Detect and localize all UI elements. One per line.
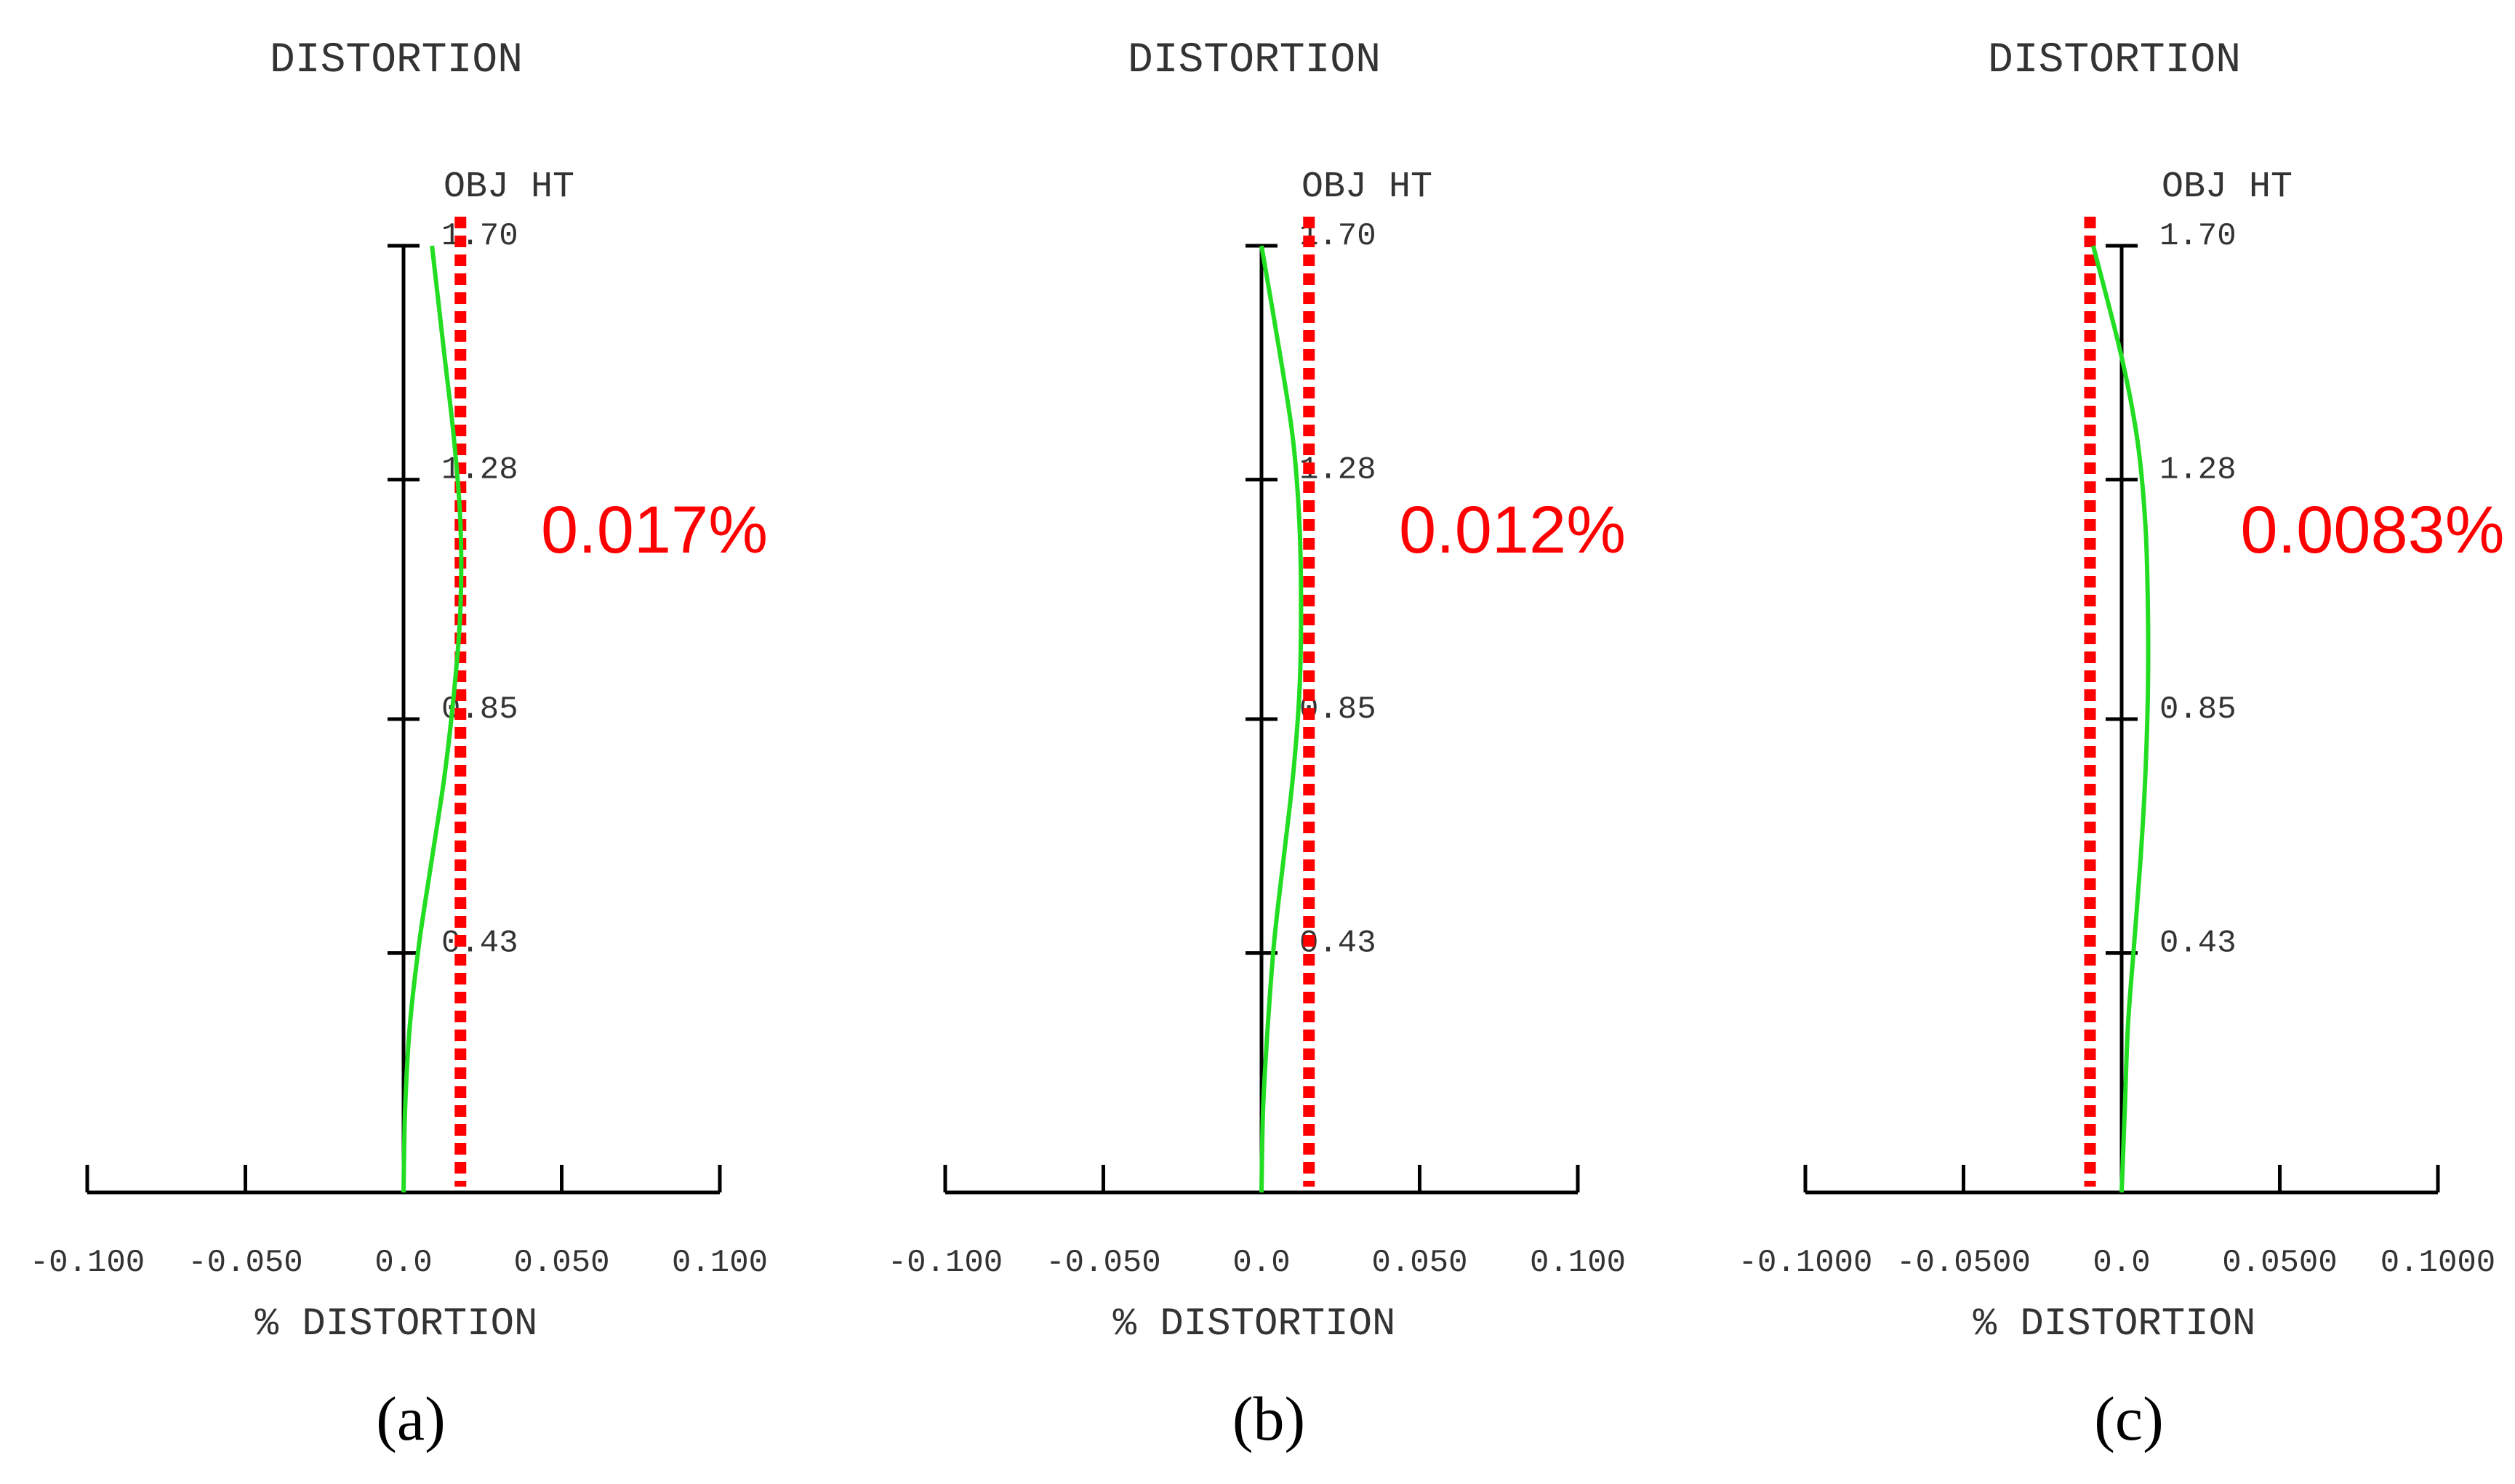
distortion-curve <box>1259 245 1304 1193</box>
x-tick-label: 0.100 <box>1530 1245 1626 1281</box>
x-tick-label: -0.100 <box>30 1245 145 1281</box>
chart-title: DISTORTION <box>1128 37 1381 84</box>
x-tick-label: -0.100 <box>888 1245 1003 1281</box>
x-axis-label: % DISTORTION <box>1113 1302 1396 1347</box>
x-tick-label: 0.0 <box>1232 1245 1290 1281</box>
y-tick-label: 1.28 <box>2159 452 2237 489</box>
x-axis-label: % DISTORTION <box>1973 1302 2256 1347</box>
panel-label: (c) <box>2094 1384 2163 1453</box>
distortion-chart-2: DISTORTION OBJ HT -0.1000 -0.0500 0.0 0.0500 0… <box>1738 37 2505 1453</box>
distortion-curve <box>401 245 464 1193</box>
chart-title: DISTORTION <box>270 37 523 84</box>
x-tick-label: -0.050 <box>188 1245 302 1281</box>
y-tick-label: 0.85 <box>2159 691 2237 728</box>
y-axis-label: OBJ HT <box>444 167 574 208</box>
x-tick-label: -0.050 <box>1046 1245 1160 1281</box>
x-tick-label: 0.0 <box>374 1245 432 1281</box>
chart-title: DISTORTION <box>1988 37 2241 84</box>
x-tick-label: 0.0 <box>2093 1245 2150 1281</box>
x-tick-label: 0.0500 <box>2222 1245 2337 1281</box>
y-axis-label: OBJ HT <box>2162 167 2293 208</box>
x-tick-label: -0.1000 <box>1738 1245 1873 1281</box>
distortion-chart-1: DISTORTION OBJ HT -0.100 -0.050 0.0 0.050 0.10… <box>888 37 1626 1453</box>
x-axis-label: % DISTORTION <box>255 1302 538 1347</box>
x-tick-label: 0.1000 <box>2380 1245 2495 1281</box>
distortion-curve <box>2090 245 2151 1193</box>
x-tick-label: 0.050 <box>1371 1245 1467 1281</box>
y-tick-label: 1.28 <box>441 452 518 489</box>
y-tick-label: 1.70 <box>2159 218 2237 254</box>
panel-label: (a) <box>376 1384 445 1453</box>
y-axis-label: OBJ HT <box>1301 167 1432 208</box>
max-distortion-annotation: 0.012% <box>1399 493 1626 567</box>
x-tick-label: 0.100 <box>672 1245 768 1281</box>
x-tick-label: -0.0500 <box>1896 1245 2031 1281</box>
distortion-chart-0: DISTORTION OBJ HT -0.100 -0.050 0.0 0.050 0.10… <box>30 37 768 1453</box>
y-tick-label: 1.70 <box>441 218 518 254</box>
y-tick-label: 0.43 <box>441 926 518 962</box>
x-tick-label: 0.050 <box>513 1245 609 1281</box>
y-tick-label: 0.43 <box>2159 926 2237 962</box>
max-distortion-annotation: 0.017% <box>541 493 768 567</box>
max-distortion-annotation: 0.0083% <box>2240 493 2504 567</box>
panel-label: (b) <box>1232 1384 1305 1453</box>
